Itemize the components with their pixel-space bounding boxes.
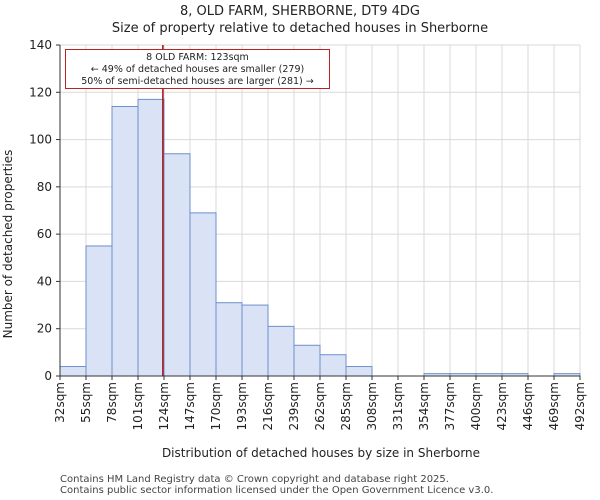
y-tick-labels: 0 20 40 60 80 100 120 140: [29, 38, 52, 383]
histogram-bar: [293, 344, 321, 377]
histogram-bar: [111, 105, 139, 377]
x-tick-label: 377sqm: [443, 382, 457, 430]
x-axis-label: Distribution of detached houses by size …: [162, 446, 480, 460]
y-tick-label: 60: [37, 227, 52, 241]
x-tick-label: 239sqm: [287, 382, 301, 430]
annotation-box: 8 OLD FARM: 123sqm ← 49% of detached hou…: [65, 49, 330, 89]
x-tick-label: 55sqm: [79, 382, 93, 423]
x-tick-label: 331sqm: [391, 382, 405, 430]
chart-title: Size of property relative to detached ho…: [111, 21, 489, 36]
x-tick-label: 32sqm: [53, 382, 67, 423]
histogram-bar: [267, 325, 295, 377]
x-tick-labels: 32sqm 55sqm 78sqm 101sqm 124sqm 147sqm 170sqm 1…: [53, 382, 587, 430]
x-tick-label: 170sqm: [209, 382, 223, 430]
x-tick-label: 492sqm: [573, 382, 587, 430]
histogram-bar: [215, 302, 243, 377]
x-tick-label: 308sqm: [365, 382, 379, 430]
bars-group: [59, 98, 581, 377]
x-tick-label: 101sqm: [131, 382, 145, 430]
x-tick-label: 147sqm: [183, 382, 197, 430]
x-tick-label: 423sqm: [495, 382, 509, 430]
histogram-bar: [137, 98, 165, 377]
x-tick-label: 124sqm: [157, 382, 171, 430]
histogram-bar: [241, 304, 269, 377]
x-tick-label: 193sqm: [235, 382, 249, 430]
histogram-bar: [345, 366, 373, 377]
y-tick-label: 0: [44, 369, 52, 383]
x-tick-label: 262sqm: [313, 382, 327, 430]
chart-title-address: 8, OLD FARM, SHERBORNE, DT9 4DG: [180, 4, 420, 19]
x-tick-label: 354sqm: [417, 382, 431, 430]
x-tick-label: 216sqm: [261, 382, 275, 430]
y-axis-label: Number of detached properties: [1, 150, 15, 339]
annotation-property: 8 OLD FARM: 123sqm: [146, 52, 249, 63]
footer-licence: Contains public sector information licen…: [60, 485, 494, 496]
histogram-bar: [319, 354, 347, 377]
footer-copyright: Contains HM Land Registry data © Crown c…: [60, 474, 449, 485]
y-tick-label: 140: [29, 38, 52, 52]
axes: [56, 44, 581, 380]
y-tick-label: 120: [29, 85, 52, 99]
annotation-larger: 50% of semi-detached houses are larger (…: [81, 76, 314, 87]
x-tick-label: 469sqm: [547, 382, 561, 430]
x-tick-label: 285sqm: [339, 382, 353, 430]
histogram-bar: [189, 212, 217, 377]
x-tick-label: 78sqm: [105, 382, 119, 423]
histogram-bar: [59, 366, 87, 377]
histogram-bar: [85, 245, 113, 377]
x-tick-label: 446sqm: [521, 382, 535, 430]
y-tick-label: 20: [37, 322, 52, 336]
histogram-bar: [163, 153, 191, 377]
x-tick-label: 400sqm: [469, 382, 483, 430]
y-tick-label: 80: [37, 180, 52, 194]
y-tick-label: 100: [29, 133, 52, 147]
y-tick-label: 40: [37, 274, 52, 288]
annotation-smaller: ← 49% of detached houses are smaller (27…: [90, 64, 305, 75]
